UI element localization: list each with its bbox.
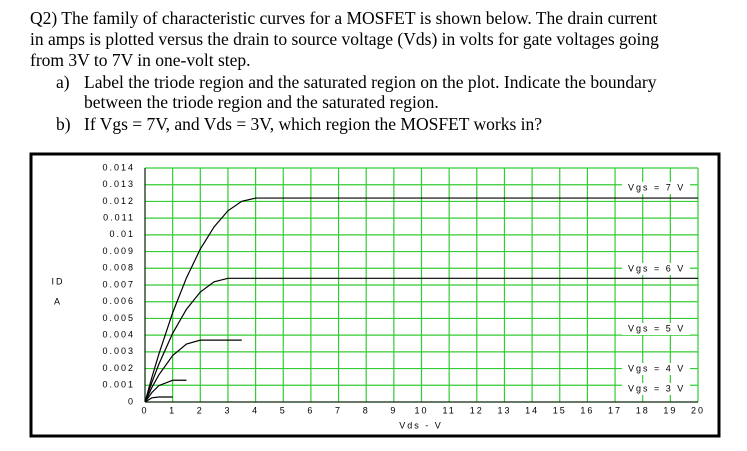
y-tick-label: 0.012 [102,196,135,206]
part-label: b) [56,114,71,134]
x-tick-label: 11 [442,405,455,415]
part-label: a) [56,72,70,92]
curve-label: Vgs = 7 V [628,182,685,192]
x-tick-label: 6 [307,405,314,415]
y-tick-label: 0.004 [102,330,135,340]
x-tick-label: 5 [280,405,287,415]
x-tick-label: 10 [414,405,428,415]
y-tick-label: 0.009 [102,246,135,256]
x-tick-label: 12 [470,405,484,415]
x-tick-label: 17 [608,405,622,415]
x-tick-label: 14 [525,405,539,415]
y-tick-label: 0.005 [102,313,135,323]
x-tick-label: 9 [390,405,397,415]
x-tick-label: 0 [141,405,148,415]
x-tick-label: 13 [497,405,511,415]
x-tick-label: 1 [169,405,176,415]
curve-label: Vgs = 6 V [628,263,685,273]
y-tick-label: 0.014 [102,162,135,172]
question-line: Q2) The family of characteristic curves … [30,8,658,28]
x-tick-label: 15 [553,405,567,415]
question-line: in amps is plotted versus the drain to s… [30,29,659,49]
y-tick-label: 0.008 [102,263,135,273]
curve-label-bg [622,323,690,335]
curve-label-bg [622,363,690,375]
curve-label-bg [622,383,690,395]
y-axis-label: ID [52,276,65,286]
x-tick-label: 8 [363,405,370,415]
curve [144,277,698,403]
y-tick-label: 0.01 [109,229,135,239]
curve [144,379,187,403]
x-tick-label: 19 [663,405,677,415]
x-tick-label: 18 [636,405,650,415]
y-tick-label: 0.007 [102,279,135,289]
x-axis-label: Vds - V [399,420,443,430]
y-tick-label: 0.001 [102,380,135,390]
y-tick-label: 0 [128,396,135,406]
x-tick-label: 2 [197,405,204,415]
y-tick-label: 0.013 [102,179,135,189]
part-line: If Vgs = 7V, and Vds = 3V, which region … [84,114,543,134]
curve-label: Vgs = 3 V [628,383,685,393]
curve-label-bg [622,182,690,194]
x-tick-label: 16 [580,405,594,415]
curve-label: Vgs = 5 V [628,323,685,333]
y-axis-unit: A [54,296,62,306]
y-tick-label: 0.011 [103,213,135,223]
x-tick-label: 7 [335,405,342,415]
y-tick-label: 0.002 [102,363,135,373]
curve [144,339,242,403]
x-tick-label: 3 [224,405,231,415]
x-tick-label: 4 [252,405,259,415]
part-line: between the triode region and the satura… [84,92,439,112]
x-tick-label: 20 [691,405,705,415]
curve-label: Vgs = 4 V [628,363,685,373]
question-line: from 3V to 7V in one-volt step. [30,50,251,70]
part-line: Label the triode region and the saturate… [84,72,657,92]
curve [144,396,173,403]
curve [144,197,698,403]
y-tick-label: 0.003 [102,346,135,356]
curve-label-bg [622,263,690,275]
y-tick-label: 0.006 [102,296,135,306]
